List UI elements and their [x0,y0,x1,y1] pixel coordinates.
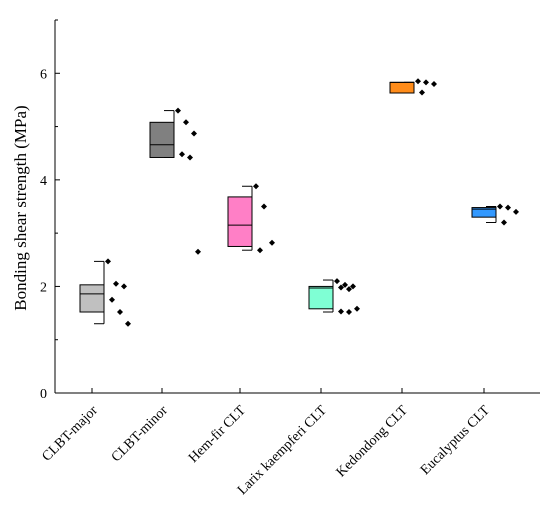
x-tick-label: Eucalyptus CLT [418,403,493,478]
x-tick-label: Kedondong CLT [334,403,411,480]
data-point [354,305,360,312]
data-point [179,151,185,158]
box [308,285,334,310]
data-point [105,258,111,265]
data-point [121,283,127,290]
data-point [334,278,340,285]
data-point [501,219,507,226]
x-tick-label: CLBT-major [39,403,101,465]
x-tick-label: Larix kaempferi CLT [235,403,330,498]
box [79,284,105,313]
box [227,196,253,247]
box [389,81,415,94]
box [471,207,497,218]
data-point [175,107,181,114]
data-point [419,89,425,96]
data-point [195,248,201,255]
axes [54,19,540,394]
data-point [125,320,131,327]
x-tick-label: CLBT-minor [109,403,171,465]
data-point [338,284,344,291]
data-point [269,239,275,246]
data-point [497,203,503,210]
data-point [350,283,356,290]
data-point [431,80,437,87]
data-point [187,154,193,161]
data-point [346,286,352,293]
x-tick-label: Hem-fir CLT [186,403,249,466]
y-tick-label: 0 [40,387,47,402]
data-point [338,308,344,315]
data-point [346,309,352,316]
y-tick-label: 2 [40,280,47,295]
data-point [513,208,519,215]
box-series [79,81,497,325]
data-point [261,203,267,210]
data-point [423,79,429,86]
y-axis-title: Bonding shear strength (MPa) [11,105,30,310]
y-tick-label: 6 [40,67,47,82]
data-point [191,130,197,137]
data-point [342,281,348,288]
box [149,121,175,158]
data-point [109,296,115,303]
data-point [415,78,421,85]
data-point [183,119,189,126]
data-point [113,280,119,287]
y-tick-label: 4 [40,174,47,189]
data-point [257,247,263,254]
data-point [117,309,123,316]
data-point [505,204,511,211]
tick-labels: 0 2 4 6 CLBT-major CLBT-minor Hem-fir CLTLarix… [39,67,493,498]
data-points [105,78,519,327]
data-point [253,183,259,190]
